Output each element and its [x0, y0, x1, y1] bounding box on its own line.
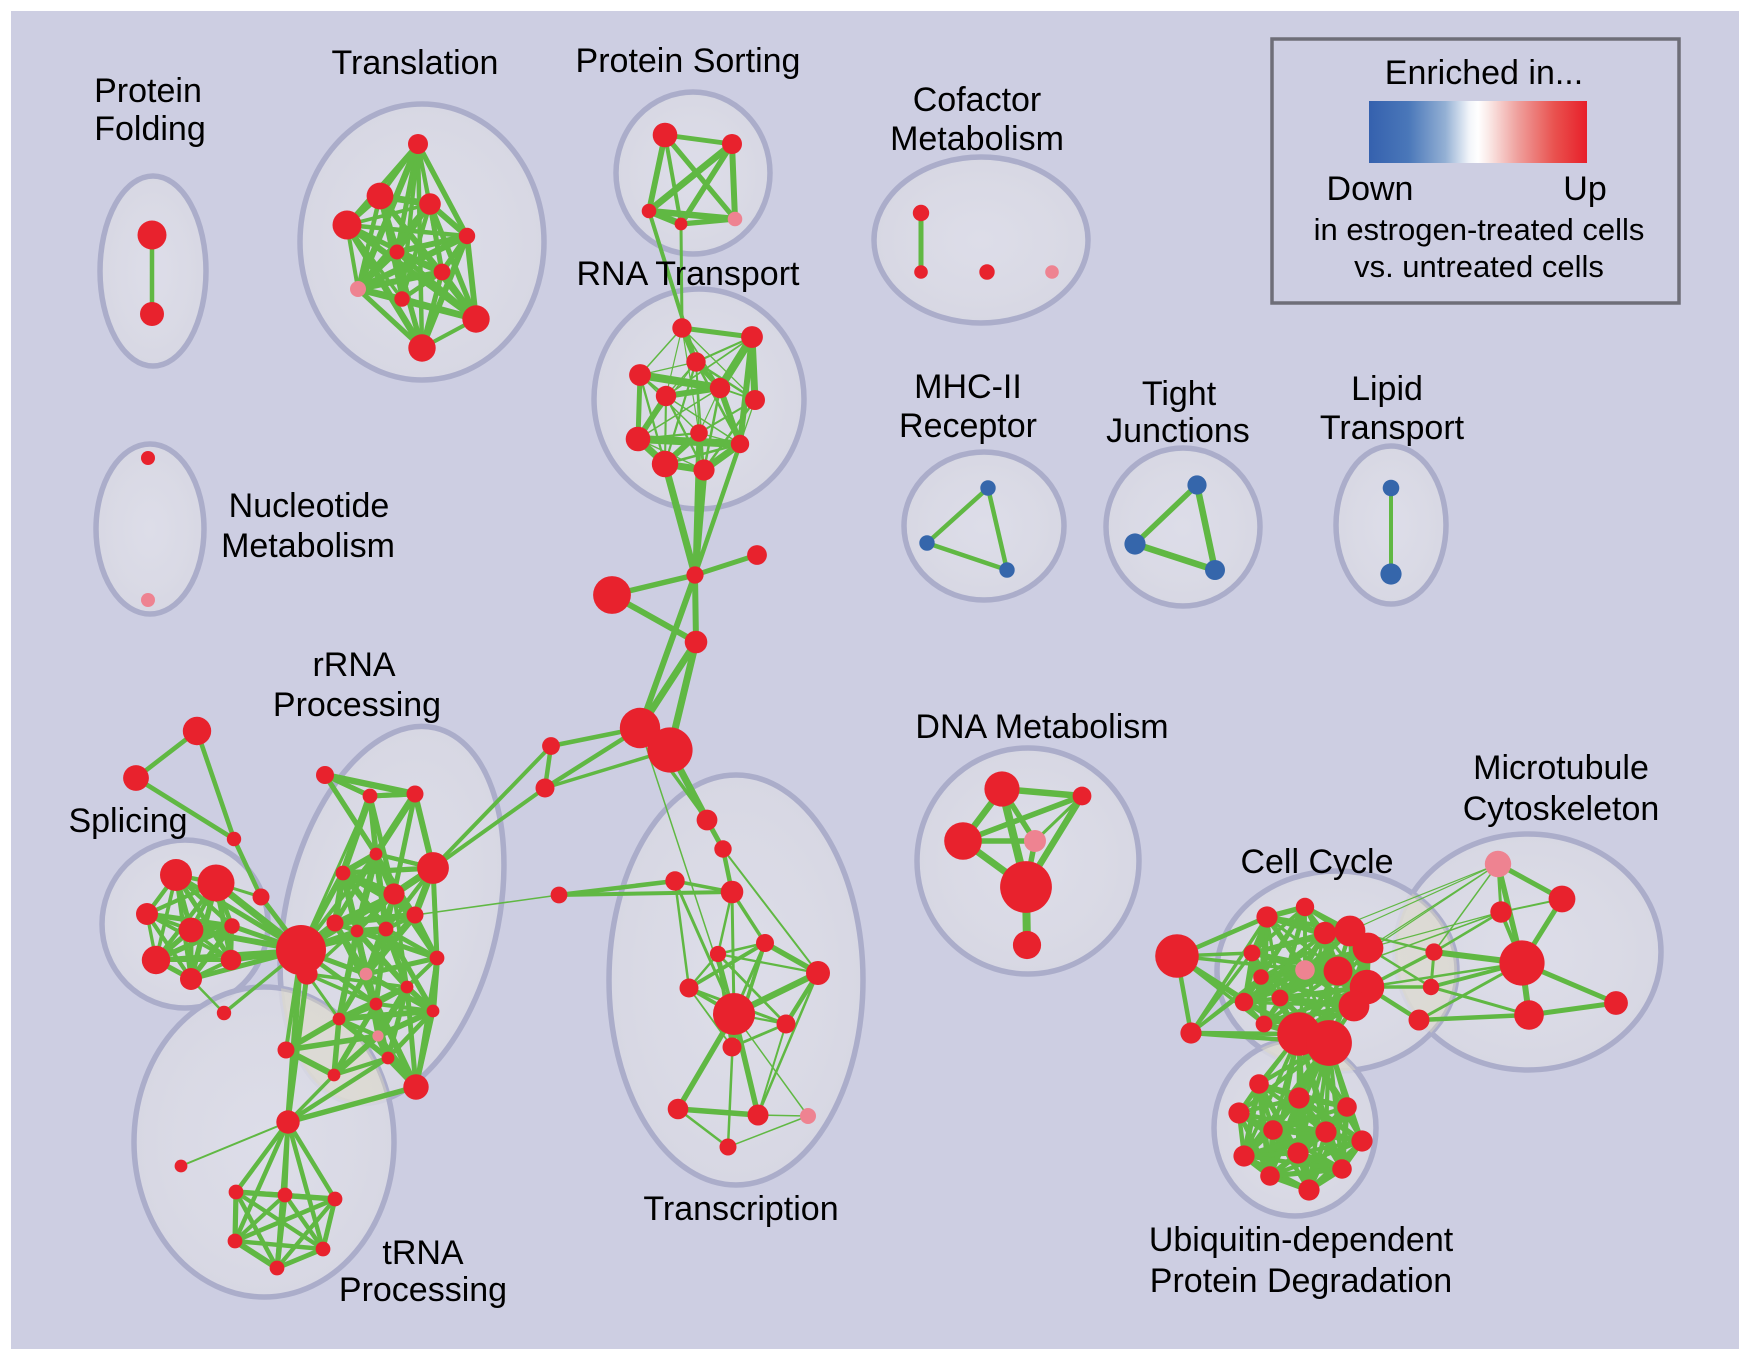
- svg-text:Transport: Transport: [1320, 409, 1465, 447]
- svg-text:Folding: Folding: [94, 110, 206, 148]
- svg-text:Enriched in...: Enriched in...: [1385, 54, 1583, 92]
- svg-text:Processing: Processing: [339, 1271, 507, 1309]
- svg-text:Splicing: Splicing: [68, 802, 187, 840]
- svg-text:MHC-II: MHC-II: [914, 368, 1022, 406]
- svg-text:Metabolism: Metabolism: [221, 527, 395, 565]
- svg-text:in estrogen-treated cells: in estrogen-treated cells: [1314, 212, 1645, 247]
- svg-text:Microtubule: Microtubule: [1473, 749, 1649, 787]
- svg-text:vs. untreated cells: vs. untreated cells: [1354, 249, 1604, 284]
- svg-text:Cytoskeleton: Cytoskeleton: [1463, 790, 1660, 828]
- svg-text:Metabolism: Metabolism: [890, 120, 1064, 158]
- svg-text:Tight: Tight: [1142, 375, 1217, 413]
- svg-text:Translation: Translation: [332, 44, 499, 82]
- svg-text:Ubiquitin-dependent: Ubiquitin-dependent: [1149, 1221, 1454, 1259]
- svg-text:RNA Transport: RNA Transport: [577, 255, 801, 293]
- svg-text:Down: Down: [1327, 170, 1414, 208]
- svg-text:Transcription: Transcription: [643, 1190, 838, 1228]
- svg-text:Cofactor: Cofactor: [913, 81, 1042, 119]
- svg-text:Nucleotide: Nucleotide: [229, 487, 390, 525]
- svg-text:Protein Sorting: Protein Sorting: [576, 42, 801, 80]
- svg-text:DNA Metabolism: DNA Metabolism: [915, 708, 1168, 746]
- svg-text:Cell Cycle: Cell Cycle: [1240, 843, 1393, 881]
- svg-text:Junctions: Junctions: [1106, 412, 1250, 450]
- svg-text:Lipid: Lipid: [1351, 370, 1423, 408]
- svg-text:Processing: Processing: [273, 686, 441, 724]
- svg-text:rRNA: rRNA: [312, 646, 395, 684]
- svg-text:Protein Degradation: Protein Degradation: [1150, 1262, 1452, 1300]
- svg-text:tRNA: tRNA: [382, 1234, 464, 1272]
- svg-text:Up: Up: [1563, 170, 1606, 208]
- svg-text:Receptor: Receptor: [899, 407, 1037, 445]
- svg-text:Protein: Protein: [94, 72, 202, 110]
